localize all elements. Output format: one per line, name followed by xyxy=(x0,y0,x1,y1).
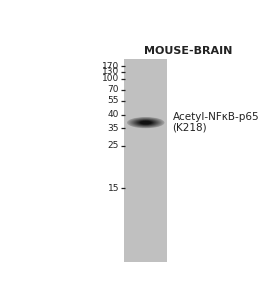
Text: 100: 100 xyxy=(102,74,119,83)
Ellipse shape xyxy=(131,118,160,127)
Text: 130: 130 xyxy=(102,67,119,76)
Text: 15: 15 xyxy=(107,184,119,193)
Ellipse shape xyxy=(137,120,154,125)
Ellipse shape xyxy=(131,118,161,127)
Text: 35: 35 xyxy=(107,124,119,133)
Text: 55: 55 xyxy=(107,96,119,105)
Ellipse shape xyxy=(135,119,156,126)
Ellipse shape xyxy=(133,119,158,126)
Text: 70: 70 xyxy=(107,85,119,94)
Text: 40: 40 xyxy=(108,110,119,119)
Ellipse shape xyxy=(134,119,157,126)
Ellipse shape xyxy=(139,121,152,124)
Ellipse shape xyxy=(129,118,163,128)
Text: Acetyl-NFκB-p65: Acetyl-NFκB-p65 xyxy=(172,112,259,122)
Ellipse shape xyxy=(127,117,164,128)
Ellipse shape xyxy=(130,118,162,128)
Bar xyxy=(124,59,167,262)
Ellipse shape xyxy=(138,120,153,125)
Text: MOUSE-BRAIN: MOUSE-BRAIN xyxy=(144,46,233,56)
Ellipse shape xyxy=(128,117,164,128)
Text: 170: 170 xyxy=(102,61,119,70)
Ellipse shape xyxy=(136,120,156,126)
Ellipse shape xyxy=(137,120,155,125)
Text: (K218): (K218) xyxy=(172,123,207,133)
Ellipse shape xyxy=(132,118,159,127)
Ellipse shape xyxy=(140,121,151,124)
Text: 25: 25 xyxy=(108,141,119,150)
